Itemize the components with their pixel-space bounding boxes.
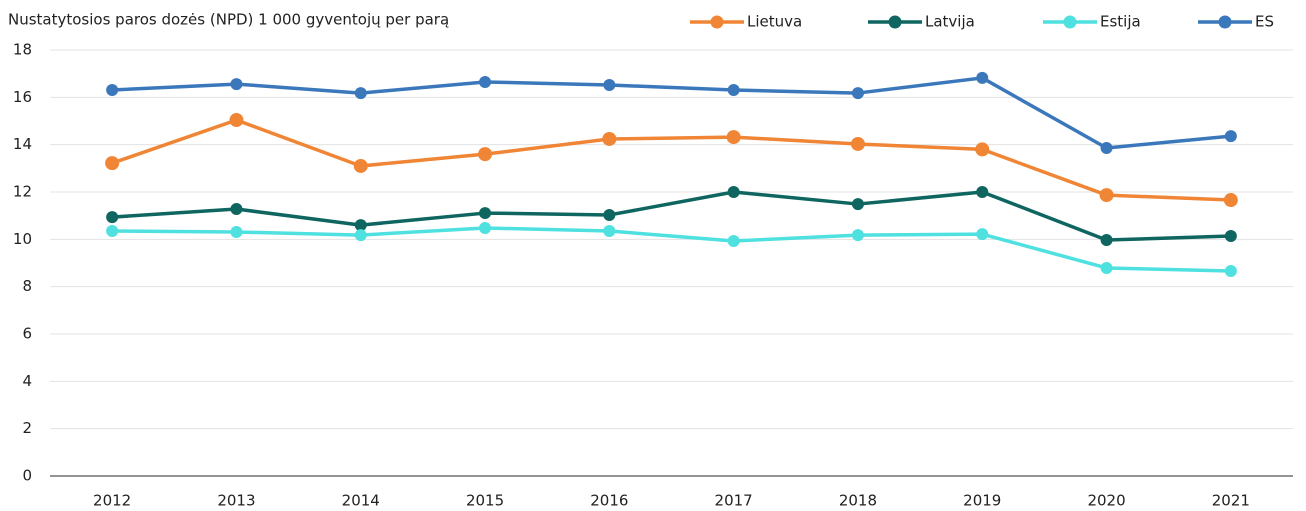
legend-marker	[1218, 15, 1232, 29]
data-point	[603, 208, 616, 221]
data-point	[603, 225, 616, 238]
data-point	[976, 186, 989, 198]
y-tick-label: 10	[13, 230, 32, 248]
data-point	[229, 113, 244, 128]
data-point	[354, 87, 367, 100]
y-tick-label: 2	[22, 419, 32, 437]
data-point	[1099, 188, 1114, 203]
data-point	[726, 130, 741, 145]
data-point	[106, 83, 119, 96]
data-point	[106, 225, 119, 238]
x-tick-label: 2016	[590, 492, 628, 510]
data-point	[727, 234, 740, 247]
y-tick-label: 0	[22, 467, 32, 485]
data-point	[1224, 230, 1237, 243]
y-tick-label: 16	[13, 88, 32, 106]
data-point	[603, 79, 616, 92]
data-point	[479, 221, 492, 234]
series-line	[112, 76, 1232, 150]
legend-label: ES	[1255, 13, 1274, 31]
data-point	[106, 211, 119, 224]
chart-title: Nustatytosios paros dozės (NPD) 1 000 gy…	[8, 11, 449, 29]
series-line	[111, 118, 1231, 202]
series-line	[112, 190, 1231, 242]
x-tick-label: 2019	[963, 492, 1001, 510]
legend-marker	[710, 15, 724, 29]
y-tick-label: 6	[22, 325, 32, 343]
data-point	[727, 83, 740, 96]
y-tick-label: 4	[22, 372, 32, 390]
y-tick-label: 18	[13, 41, 32, 59]
y-tick-label: 8	[22, 277, 32, 295]
x-tick-label: 2013	[217, 492, 255, 510]
data-point	[851, 87, 864, 100]
x-tick-label: 2020	[1087, 492, 1125, 510]
legend-label: Lietuva	[747, 13, 802, 31]
x-tick-label: 2021	[1212, 492, 1250, 510]
data-point	[1100, 234, 1113, 247]
legend-marker	[1063, 15, 1077, 29]
data-point	[354, 219, 367, 232]
x-tick-label: 2015	[466, 492, 504, 510]
data-point	[353, 158, 368, 173]
data-point	[851, 229, 864, 242]
data-point	[230, 203, 243, 216]
x-tick-label: 2014	[342, 492, 380, 510]
data-point	[1224, 265, 1237, 278]
data-point	[105, 156, 120, 171]
data-point	[478, 147, 493, 162]
data-point	[975, 142, 990, 157]
data-point	[1100, 261, 1113, 274]
data-point	[230, 225, 243, 238]
data-point	[230, 78, 243, 91]
data-point	[479, 75, 492, 88]
data-point	[727, 186, 740, 198]
data-point	[354, 229, 367, 242]
data-point	[479, 207, 492, 220]
legend-marker	[888, 15, 902, 29]
series-line	[112, 226, 1231, 273]
y-tick-label: 14	[13, 135, 32, 153]
legend-label: Latvija	[925, 13, 975, 31]
data-point	[850, 136, 865, 151]
data-point	[976, 228, 989, 241]
data-point	[976, 71, 989, 84]
legend-label: Estija	[1100, 13, 1141, 31]
y-tick-label: 12	[13, 183, 32, 201]
data-point	[1224, 130, 1237, 143]
data-point	[1223, 193, 1238, 208]
data-point	[1100, 141, 1113, 154]
data-point	[851, 198, 864, 211]
data-point	[602, 131, 617, 146]
x-tick-label: 2017	[715, 492, 753, 510]
x-tick-label: 2012	[93, 492, 131, 510]
x-tick-label: 2018	[839, 492, 877, 510]
